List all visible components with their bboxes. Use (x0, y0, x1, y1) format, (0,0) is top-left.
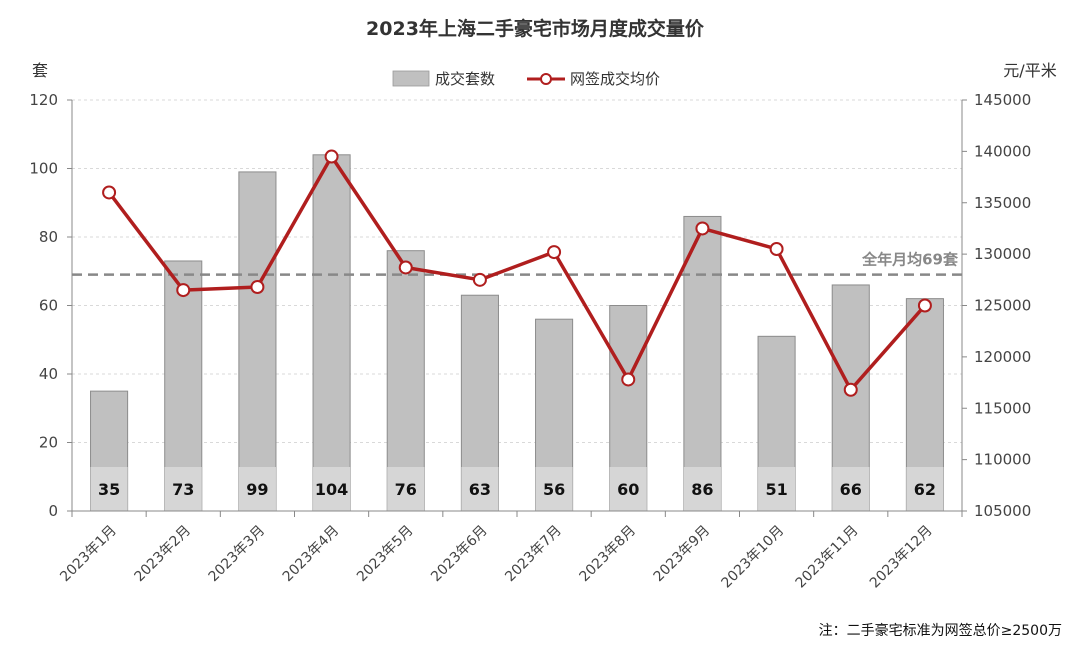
bar-label-box (683, 467, 721, 511)
right-tick-label: 140000 (974, 142, 1031, 160)
right-tick-label: 120000 (974, 348, 1031, 366)
legend: 成交套数 网签成交均价 (392, 70, 660, 88)
price-point (695, 221, 710, 236)
left-tick-label: 0 (48, 502, 58, 520)
left-tick-label: 60 (39, 297, 58, 315)
footnote: 注：二手豪宅标准为网签总价≥2500万 (819, 622, 1062, 639)
price-point (843, 382, 858, 397)
bar-label-box (164, 467, 202, 511)
bar-label-box (387, 467, 425, 511)
x-tick-label: 2023年12月 (867, 523, 936, 592)
price-point (250, 280, 265, 295)
bar-label-box (832, 467, 870, 511)
bar-data-label: 51 (765, 480, 787, 499)
right-tick-label: 105000 (974, 502, 1031, 520)
bar-label-box (535, 467, 573, 511)
bar-data-label: 56 (543, 480, 565, 499)
bar (312, 154, 351, 512)
bar-label-box (313, 467, 351, 511)
bar-data-label: 86 (691, 480, 713, 499)
bar-data-label: 35 (98, 480, 120, 499)
bar-data-label: 76 (395, 480, 417, 499)
legend-bar-label: 成交套数 (435, 70, 495, 88)
left-tick-label: 80 (39, 228, 58, 246)
x-tick-label: 2023年6月 (428, 523, 491, 586)
x-tick-label: 2023年8月 (576, 523, 639, 586)
bar-data-label: 66 (840, 480, 862, 499)
bar-label-box (609, 467, 647, 511)
x-tick-label: 2023年5月 (354, 523, 417, 586)
left-tick-label: 120 (29, 91, 58, 109)
price-point (769, 241, 784, 256)
bar-data-label: 62 (914, 480, 936, 499)
bar-label-box (758, 467, 796, 511)
reference-line-label: 全年月均69套 (861, 251, 959, 269)
price-point (917, 298, 932, 313)
price-point (547, 245, 562, 260)
x-tick-label: 2023年9月 (651, 523, 714, 586)
right-tick-label: 135000 (974, 194, 1031, 212)
right-tick-label: 145000 (974, 91, 1031, 109)
x-tick-label: 2023年11月 (793, 523, 862, 592)
x-tick-label: 2023年1月 (57, 523, 120, 586)
price-point (324, 149, 339, 164)
x-tick-label: 2023年7月 (502, 523, 565, 586)
x-tick-label: 2023年4月 (280, 523, 343, 586)
left-tick-label: 40 (39, 365, 58, 383)
legend-line-label: 网签成交均价 (570, 70, 660, 88)
reference-line-group: 全年月均69套 (72, 251, 962, 276)
bar-data-label: 60 (617, 480, 639, 499)
price-point (472, 272, 487, 287)
price-line (107, 154, 927, 392)
left-tick-label: 100 (29, 160, 58, 178)
bar-label-box (238, 467, 276, 511)
bar-series: 35 73 99 104 76 63 56 60 86 51 66 62 (90, 154, 944, 512)
gridlines (72, 99, 962, 443)
price-point (621, 372, 636, 387)
right-axis-unit: 元/平米 (1003, 61, 1056, 80)
bar-label-box (461, 467, 499, 511)
bar-data-label: 99 (246, 480, 268, 499)
bar-data-label: 104 (315, 480, 348, 499)
right-tick-label: 110000 (974, 451, 1031, 469)
bar-data-label: 73 (172, 480, 194, 499)
bar (238, 171, 277, 512)
bar (683, 215, 722, 512)
left-tick-label: 20 (39, 434, 58, 452)
legend-bar-swatch (392, 70, 430, 87)
price-point (102, 185, 117, 200)
right-tick-label: 115000 (974, 399, 1031, 417)
x-tick-label: 2023年10月 (719, 523, 788, 592)
right-tick-label: 125000 (974, 297, 1031, 315)
price-point (176, 283, 191, 298)
legend-line-marker (540, 73, 552, 85)
right-tick-label: 130000 (974, 245, 1031, 263)
bar-label-box (906, 467, 944, 511)
left-axis-unit: 套 (32, 61, 48, 80)
line-series (102, 149, 932, 397)
x-tick-label: 2023年2月 (131, 523, 194, 586)
x-tick-label: 2023年3月 (206, 523, 269, 586)
bar-label-box (90, 467, 128, 511)
bar-data-label: 63 (469, 480, 491, 499)
chart-title: 2023年上海二手豪宅市场月度成交量价 (366, 17, 705, 40)
price-point (398, 260, 413, 275)
